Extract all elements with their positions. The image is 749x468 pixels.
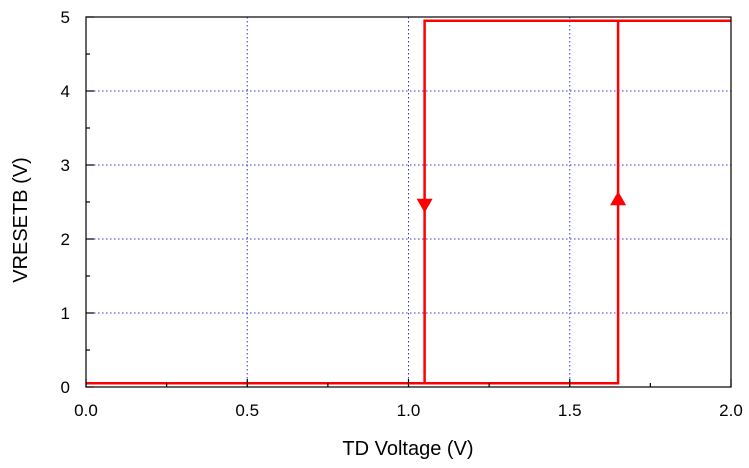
- y-tick-label: 5: [61, 8, 70, 27]
- y-tick-label: 1: [61, 304, 70, 323]
- arrow-marker-up: [610, 191, 627, 206]
- y-axis-title: VRESETB (V): [10, 157, 32, 283]
- arrow-marker-down: [416, 198, 433, 213]
- axis-ticks: 0.0 0.5 1.0 1.5 2.0 0 1 2 3 4 5: [61, 8, 743, 420]
- x-tick-label: 0.5: [235, 401, 259, 420]
- plot-series: [86, 19, 731, 385]
- y-tick-label: 2: [61, 230, 70, 249]
- y-tick-label: 3: [61, 156, 70, 175]
- x-tick-label: 1.5: [558, 401, 582, 420]
- x-tick-label: 2.0: [719, 401, 743, 420]
- grid-lines: [86, 17, 731, 387]
- y-tick-label: 4: [61, 82, 70, 101]
- x-tick-label: 1.0: [397, 401, 421, 420]
- y-tick-label: 0: [61, 378, 70, 397]
- x-axis-title: TD Voltage (V): [342, 438, 473, 460]
- x-tick-label: 0.0: [74, 401, 98, 420]
